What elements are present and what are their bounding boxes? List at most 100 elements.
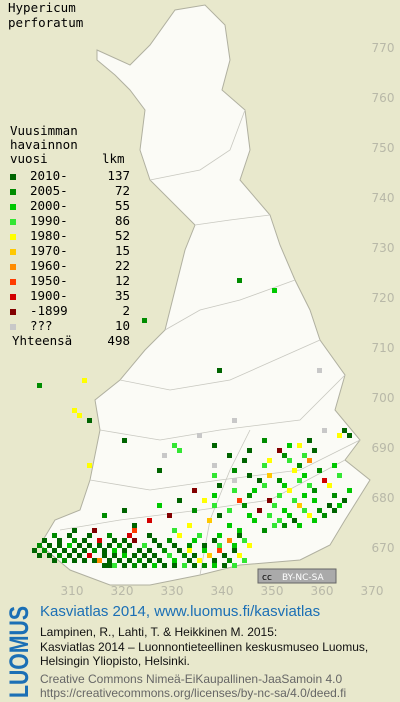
square: [277, 478, 282, 483]
square: [182, 553, 187, 558]
square: [167, 553, 172, 558]
legend-label: 2005-: [30, 183, 68, 198]
square: [157, 558, 162, 563]
square: [342, 498, 347, 503]
legend-swatch: [10, 264, 16, 270]
square: [302, 453, 307, 458]
square: [172, 543, 177, 548]
square: [232, 488, 237, 493]
square: [262, 438, 267, 443]
square: [107, 558, 112, 563]
square: [302, 508, 307, 513]
square: [267, 458, 272, 463]
square: [152, 538, 157, 543]
square: [192, 538, 197, 543]
square: [237, 278, 242, 283]
square: [77, 553, 82, 558]
square: [107, 543, 112, 548]
square: [232, 418, 237, 423]
square: [227, 523, 232, 528]
square: [127, 543, 132, 548]
legend-heading: vuosi: [10, 151, 48, 166]
square: [232, 468, 237, 473]
square: [282, 483, 287, 488]
square: [72, 538, 77, 543]
square: [262, 483, 267, 488]
x-tick-label: 340: [211, 584, 234, 598]
grid-ticks: 310 320 330 340 350 360 370 670 680 690 700 710 720 7…: [61, 41, 395, 598]
square: [72, 558, 77, 563]
square: [57, 553, 62, 558]
square: [147, 533, 152, 538]
square: [47, 543, 52, 548]
x-tick-label: 350: [261, 584, 284, 598]
square: [82, 378, 87, 383]
square: [322, 513, 327, 518]
legend-swatch: [10, 174, 16, 180]
square: [52, 533, 57, 538]
legend-count: 2: [122, 303, 130, 318]
square: [327, 483, 332, 488]
square: [347, 433, 352, 438]
square: [87, 543, 92, 548]
square: [187, 558, 192, 563]
legend-heading: Vuusimman: [10, 123, 78, 138]
square: [87, 553, 92, 558]
square: [172, 563, 177, 568]
legend-swatch: [10, 279, 16, 285]
square: [82, 558, 87, 563]
square: [337, 503, 342, 508]
square: [122, 563, 127, 568]
square: [52, 548, 57, 553]
square: [307, 438, 312, 443]
square: [317, 468, 322, 473]
square: [292, 518, 297, 523]
license: Creative Commons Nimeä-EiKaupallinen-Jaa…: [40, 672, 342, 686]
square: [167, 513, 172, 518]
y-tick-label: 720: [372, 291, 395, 305]
square: [262, 528, 267, 533]
x-tick-label: 310: [61, 584, 84, 598]
headline: Kasviatlas 2014, www.luomus.fi/kasviatla…: [40, 603, 320, 620]
square: [212, 443, 217, 448]
square: [227, 538, 232, 543]
square: [102, 548, 107, 553]
square: [292, 468, 297, 473]
square: [57, 543, 62, 548]
square: [97, 558, 102, 563]
square: [127, 533, 132, 538]
legend-swatch: [10, 324, 16, 330]
region-borders: [59, 109, 361, 576]
license: https://creativecommons.org/licenses/by-…: [40, 686, 346, 700]
square: [267, 473, 272, 478]
square: [102, 563, 107, 568]
square: [337, 473, 342, 478]
square: [197, 533, 202, 538]
square: [117, 543, 122, 548]
square: [77, 413, 82, 418]
square: [177, 498, 182, 503]
square: [232, 543, 237, 548]
legend-swatch: [10, 204, 16, 210]
square: [227, 508, 232, 513]
square: [147, 548, 152, 553]
square: [312, 498, 317, 503]
square: [267, 498, 272, 503]
square: [142, 318, 147, 323]
square: [297, 478, 302, 483]
square: [242, 503, 247, 508]
square: [132, 528, 137, 533]
square: [162, 563, 167, 568]
square: [302, 473, 307, 478]
square: [187, 548, 192, 553]
square: [212, 558, 217, 563]
square: [342, 428, 347, 433]
square: [132, 523, 137, 528]
square: [197, 558, 202, 563]
square: [167, 538, 172, 543]
square: [107, 563, 112, 568]
square: [122, 438, 127, 443]
square: [212, 493, 217, 498]
square: [157, 468, 162, 473]
badge-cc: cc: [262, 573, 272, 583]
